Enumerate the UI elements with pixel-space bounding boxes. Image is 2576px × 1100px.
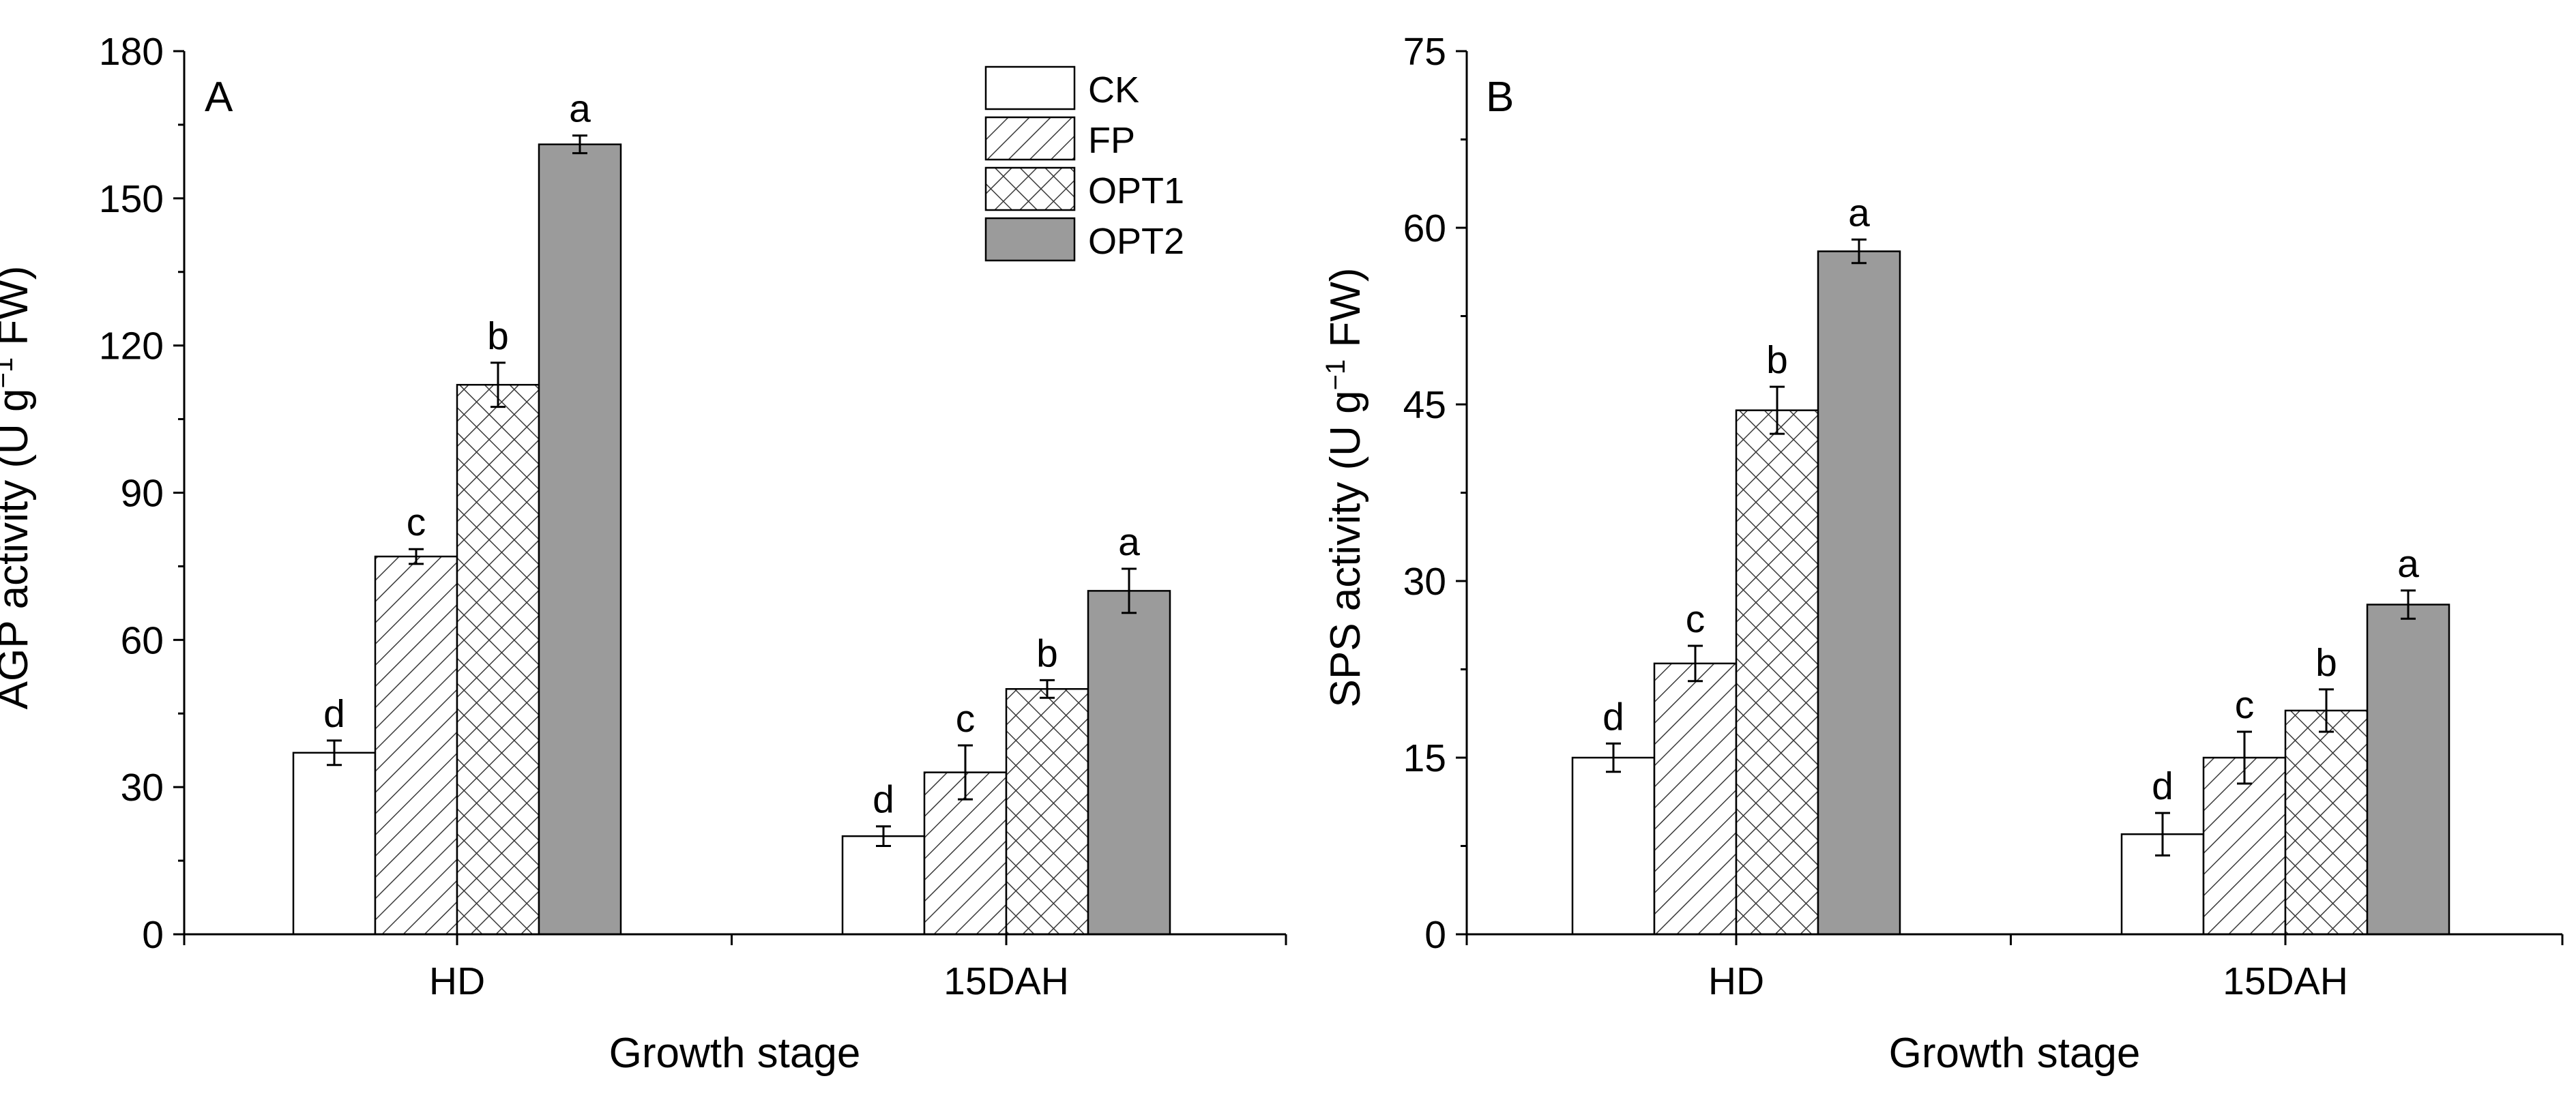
error-bar-a-15DAH-opt1 — [1040, 679, 1055, 699]
legend-swatch-opt1 — [984, 166, 1076, 211]
error-bar-b-HD-opt1 — [1770, 385, 1785, 435]
bar-b-15DAH-opt2 — [2366, 604, 2450, 936]
bar-a-HD-ck — [292, 752, 377, 936]
sig-letter-a-15DAH-opt1: b — [1036, 631, 1058, 675]
y-tick-label-a-6: 180 — [99, 30, 164, 74]
sig-letter-a-15DAH-fp: c — [956, 697, 976, 741]
sig-letter-a-15DAH-ck: d — [873, 778, 894, 822]
legend-label-fp: FP — [1088, 120, 1135, 161]
y-tick-label-a-1: 30 — [121, 766, 164, 809]
legend-swatch-fp — [984, 116, 1076, 161]
sig-letter-b-HD-fp: c — [1686, 597, 1706, 641]
panel-a: d c b a d c b a 0 30 60 90 120 150 180 HD 15DAH — [99, 30, 1287, 1003]
y-tick-label-a-5: 150 — [99, 177, 164, 221]
x-tick-label-b-HD: HD — [1708, 960, 1764, 1003]
y-tick-label-b-3: 45 — [1403, 383, 1446, 427]
bar-b-15DAH-fp — [2202, 756, 2287, 936]
sig-letter-b-15DAH-fp: c — [2235, 683, 2255, 727]
bar-a-15DAH-opt2 — [1087, 590, 1171, 936]
x-axis-label-a: Growth stage — [609, 1030, 861, 1077]
sig-letter-b-15DAH-ck: d — [2152, 764, 2174, 808]
bar-b-HD-ck — [1571, 756, 1656, 936]
sig-letter-b-15DAH-opt1: b — [2315, 641, 2337, 685]
y-tick-label-b-4: 60 — [1403, 207, 1446, 250]
bar-b-HD-fp — [1653, 662, 1738, 936]
y-tick-label-a-0: 0 — [142, 913, 164, 957]
error-bar-a-15DAH-fp — [958, 744, 973, 801]
error-bar-b-HD-fp — [1688, 644, 1703, 683]
error-bar-a-HD-ck — [327, 739, 342, 767]
y-tick-label-a-3: 90 — [121, 472, 164, 516]
error-bar-a-HD-opt2 — [572, 134, 587, 155]
error-bar-b-HD-ck — [1606, 742, 1621, 773]
x-tick-label-a-HD: HD — [429, 960, 485, 1003]
error-bar-b-15DAH-opt2 — [2401, 589, 2416, 620]
panel-label-b: B — [1486, 74, 1514, 121]
y-tick-label-b-0: 0 — [1424, 913, 1446, 957]
sig-letter-b-HD-opt1: b — [1766, 338, 1788, 382]
error-bar-b-15DAH-ck — [2155, 812, 2170, 857]
x-tick-label-b-15DAH: 15DAH — [2223, 960, 2348, 1003]
bar-b-15DAH-opt1 — [2284, 709, 2369, 936]
legend-label-opt1: OPT1 — [1088, 170, 1184, 211]
sig-letter-a-HD-fp: c — [407, 501, 426, 544]
y-axis-label-a: AGP activity (U g−1 FW) — [0, 266, 37, 710]
y-tick-label-b-2: 30 — [1403, 560, 1446, 604]
error-bar-a-15DAH-opt2 — [1122, 567, 1137, 614]
error-bar-a-HD-fp — [409, 548, 424, 565]
error-bar-a-15DAH-ck — [876, 825, 891, 847]
legend-swatch-ck — [984, 65, 1076, 110]
error-bar-b-15DAH-fp — [2237, 730, 2252, 785]
sig-letter-a-HD-ck: d — [323, 692, 345, 736]
sig-letter-b-HD-opt2: a — [1848, 191, 1870, 235]
bar-a-HD-opt2 — [538, 143, 622, 936]
bar-a-15DAH-ck — [841, 835, 926, 936]
x-axis-label-b: Growth stage — [1889, 1030, 2141, 1077]
y-tick-label-b-5: 75 — [1403, 30, 1446, 74]
sig-letter-b-15DAH-opt2: a — [2397, 542, 2419, 586]
y-tick-label-a-2: 60 — [121, 619, 164, 662]
sig-letter-a-15DAH-opt2: a — [1118, 520, 1140, 564]
y-tick-label-a-4: 120 — [99, 325, 164, 368]
bar-a-HD-opt1 — [456, 383, 540, 936]
y-axis-label-b: SPS activity (U g−1 FW) — [1321, 268, 1369, 708]
error-bar-a-HD-opt1 — [491, 361, 506, 408]
x-tick-label-a-15DAH: 15DAH — [943, 960, 1069, 1003]
legend-label-ck: CK — [1088, 70, 1139, 110]
error-bar-b-HD-opt2 — [1852, 238, 1867, 265]
legend: CK FP OPT1 OPT2 — [984, 65, 1184, 262]
legend-label-opt2: OPT2 — [1088, 221, 1184, 262]
bar-a-15DAH-opt1 — [1005, 688, 1089, 936]
sig-letter-a-HD-opt2: a — [569, 87, 591, 131]
sig-letter-a-HD-opt1: b — [487, 314, 509, 358]
bar-b-HD-opt2 — [1817, 250, 1901, 936]
y-tick-label-b-1: 15 — [1403, 737, 1446, 780]
panel-b: d c b a d c b a 0 15 30 45 60 75 HD 15DAH — [1403, 30, 2564, 1003]
legend-swatch-opt2 — [984, 217, 1076, 262]
error-bar-b-15DAH-opt1 — [2319, 688, 2334, 733]
panel-label-a: A — [205, 74, 233, 121]
bar-b-HD-opt1 — [1735, 409, 1819, 936]
sig-letter-b-HD-ck: d — [1602, 695, 1624, 739]
bar-a-HD-fp — [374, 555, 458, 936]
